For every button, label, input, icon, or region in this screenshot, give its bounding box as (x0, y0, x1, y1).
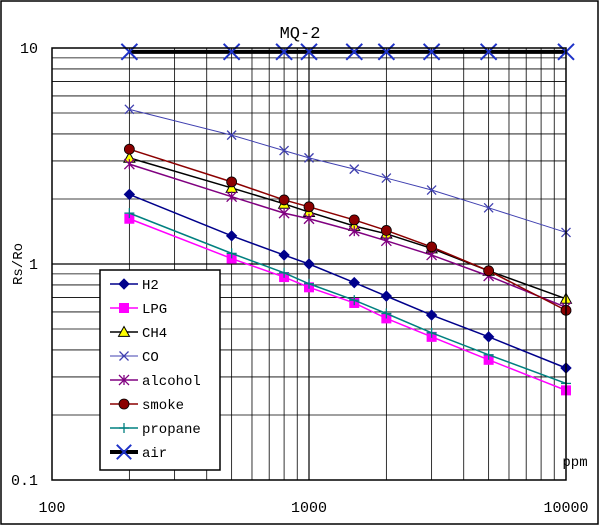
legend-item-ch4: CH4 (110, 325, 167, 342)
data-point-air (422, 43, 441, 61)
chart-title: MQ-2 (280, 25, 321, 44)
data-point-propane (483, 349, 494, 360)
data-point-alcohol (380, 235, 392, 247)
data-point-co (426, 185, 437, 195)
data-point-air (275, 43, 293, 61)
y-tick-label: 10 (20, 41, 38, 58)
legend-marker (116, 444, 132, 460)
data-point-co (124, 104, 135, 115)
data-point-h2 (225, 230, 238, 242)
data-point-smoke (426, 241, 438, 253)
legend-item-co: CO (110, 350, 159, 366)
data-point-h2 (278, 249, 290, 261)
legend-label: alcohol (142, 374, 201, 390)
data-point-smoke (278, 194, 290, 206)
data-point-smoke (303, 201, 315, 213)
series-co (124, 104, 571, 238)
data-point-propane (226, 248, 237, 259)
data-point-co (304, 152, 314, 163)
legend-marker (118, 278, 130, 290)
data-point-h2 (425, 309, 438, 321)
legend-marker (119, 351, 129, 361)
x-tick-label: 1000 (291, 500, 327, 517)
data-point-propane (426, 327, 437, 338)
legend-marker (118, 374, 130, 386)
series-propane (124, 208, 571, 389)
tick-labels: 100 1000 10000 0.1 1 10 (11, 41, 589, 517)
x-tick-label: 10000 (543, 500, 588, 517)
data-point-co (349, 164, 360, 175)
data-point-alcohol (123, 158, 135, 170)
legend-marker (119, 303, 129, 313)
data-point-air (479, 43, 498, 61)
legend-marker (119, 423, 129, 433)
data-point-smoke (380, 225, 392, 236)
data-point-propane (381, 308, 392, 319)
data-point-alcohol (226, 191, 238, 203)
data-point-co (483, 202, 494, 213)
legend-item-smoke: smoke (110, 398, 184, 414)
x-tick-label: 100 (38, 500, 65, 517)
series-layer (120, 43, 575, 396)
data-point-propane (304, 278, 314, 289)
legend-item-air: air (110, 444, 167, 462)
data-point-propane (124, 208, 135, 219)
data-point-smoke (123, 143, 135, 155)
data-point-co (381, 173, 392, 184)
series-smoke (123, 143, 572, 316)
series-air (120, 43, 575, 61)
data-point-h2 (348, 276, 360, 289)
legend-label: propane (142, 422, 201, 438)
data-point-h2 (303, 258, 315, 270)
data-point-alcohol (303, 213, 315, 225)
legend-item-h2: H2 (110, 278, 159, 294)
data-point-co (226, 130, 237, 141)
data-point-smoke (348, 214, 360, 226)
legend-label: LPG (142, 302, 167, 318)
y-axis-title: Rs/Ro (11, 243, 27, 285)
data-point-air (300, 43, 318, 61)
legend-item-propane: propane (110, 422, 201, 438)
data-point-alcohol (278, 207, 290, 219)
legend-marker (117, 325, 131, 337)
legend-label: smoke (142, 398, 184, 414)
data-point-h2 (482, 331, 495, 343)
data-point-air (377, 43, 396, 61)
data-point-co (279, 145, 290, 156)
legend-label: CO (142, 350, 159, 366)
data-point-propane (349, 295, 360, 306)
legend-item-lpg: LPG (110, 302, 167, 318)
plot-frame (51, 47, 567, 481)
y-tick-label: 0.1 (11, 473, 38, 490)
legend-box (99, 269, 221, 471)
data-point-air (222, 43, 241, 61)
data-point-h2 (380, 290, 393, 302)
legend-marker (118, 398, 130, 410)
series-h2 (123, 188, 572, 374)
legend: H2 LPG CH4 CO alcohol smoke propane air (99, 269, 221, 471)
x-axis-title: ppm (562, 455, 587, 471)
data-point-air (345, 43, 363, 61)
data-point-propane (279, 267, 290, 278)
legend-label: air (142, 446, 167, 462)
legend-label: CH4 (142, 326, 167, 342)
data-point-h2 (123, 188, 136, 201)
data-point-alcohol (348, 225, 360, 237)
legend-label: H2 (142, 278, 159, 294)
data-point-smoke (483, 265, 495, 277)
data-point-air (120, 43, 139, 61)
legend-item-alcohol: alcohol (110, 374, 201, 390)
y-tick-label: 1 (29, 257, 38, 274)
data-point-smoke (226, 176, 238, 188)
